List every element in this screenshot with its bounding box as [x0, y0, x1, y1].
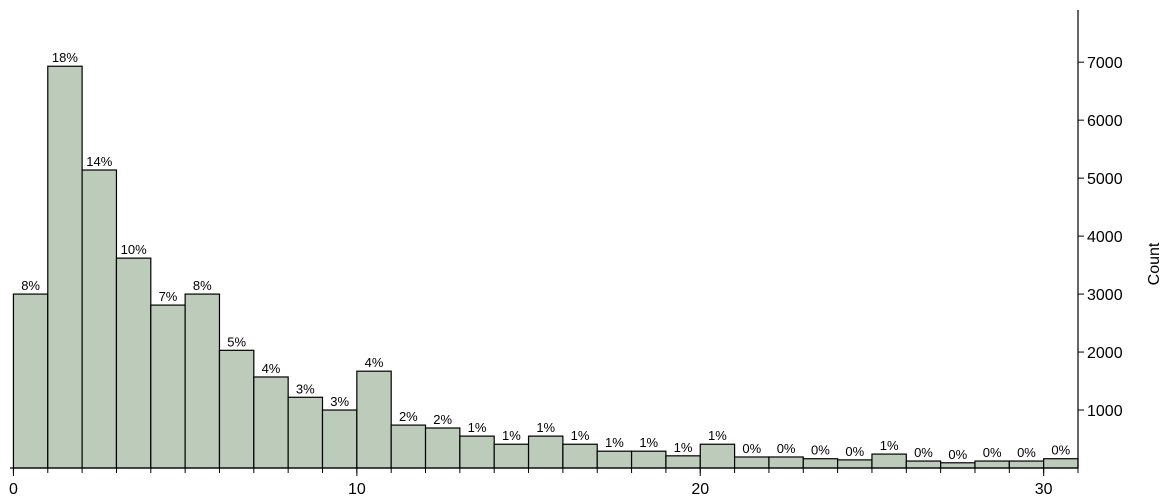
bar	[115, 257, 152, 469]
bar-label: 0%	[1051, 443, 1070, 458]
bar-label: 3%	[296, 381, 315, 396]
bar-label: 4%	[365, 355, 384, 370]
x-tick-label: 30	[1035, 481, 1053, 498]
bar	[150, 304, 186, 469]
y-tick-label: 5000	[1087, 171, 1123, 188]
bar	[47, 65, 83, 469]
bar-label: 1%	[502, 428, 521, 443]
bar-label: 1%	[708, 428, 727, 443]
y-tick-label: 1000	[1087, 403, 1123, 420]
bar-label: 8%	[21, 278, 40, 293]
bar-label: 2%	[433, 412, 452, 427]
bar	[630, 450, 667, 469]
bar-label: 1%	[468, 420, 487, 435]
bar	[356, 370, 392, 469]
bar-label: 1%	[880, 438, 899, 453]
bar-label: 0%	[983, 445, 1002, 460]
bar	[596, 450, 633, 469]
x-tick-label: 20	[691, 481, 709, 498]
bar-label: 0%	[777, 441, 796, 456]
bar	[940, 462, 976, 469]
y-tick-label: 7000	[1087, 55, 1123, 72]
bar-label: 1%	[571, 428, 590, 443]
bar	[12, 293, 49, 469]
bar-label: 7%	[159, 289, 178, 304]
bar-label: 0%	[845, 444, 864, 459]
x-tick-label: 10	[348, 481, 366, 498]
bar	[802, 458, 839, 469]
bar	[81, 169, 118, 469]
bar-label: 4%	[262, 361, 281, 376]
bar-label: 0%	[742, 441, 761, 456]
bar	[837, 459, 873, 469]
bar	[424, 427, 461, 469]
bar	[184, 293, 221, 469]
y-tick-label: 6000	[1087, 113, 1123, 130]
y-axis-label: Count	[1146, 242, 1163, 285]
bar-label: 0%	[948, 447, 967, 462]
bar-label: 18%	[52, 50, 78, 65]
bar	[253, 376, 289, 469]
bar	[218, 349, 255, 469]
bar	[459, 435, 495, 469]
bar-label: 14%	[86, 154, 112, 169]
bar	[665, 455, 701, 469]
bar	[871, 453, 907, 469]
bar	[699, 443, 736, 469]
bar	[321, 409, 358, 469]
bar	[733, 456, 770, 469]
bar	[974, 460, 1010, 469]
bar-label: 0%	[914, 445, 933, 460]
bar	[1008, 460, 1045, 469]
bar	[768, 456, 804, 469]
bar	[905, 460, 942, 469]
bar-label: 1%	[639, 435, 658, 450]
bar	[287, 396, 324, 469]
y-tick-label: 4000	[1087, 229, 1123, 246]
y-tick-label: 2000	[1087, 345, 1123, 362]
bar	[493, 443, 530, 469]
bar	[1043, 458, 1079, 469]
bar	[390, 424, 427, 469]
bar-label: 1%	[674, 440, 693, 455]
y-tick-label: 3000	[1087, 287, 1123, 304]
bar-label: 3%	[330, 394, 349, 409]
bar-label: 2%	[399, 409, 418, 424]
bar-label: 0%	[811, 443, 830, 458]
bar-label: 1%	[605, 435, 624, 450]
bar	[527, 435, 564, 469]
x-tick-label: 0	[9, 481, 18, 498]
bar-label: 0%	[1017, 445, 1036, 460]
bar-label: 8%	[193, 278, 212, 293]
bar-label: 1%	[536, 420, 555, 435]
bar	[562, 443, 598, 469]
bar-label: 5%	[227, 334, 246, 349]
bar-label: 10%	[121, 242, 147, 257]
